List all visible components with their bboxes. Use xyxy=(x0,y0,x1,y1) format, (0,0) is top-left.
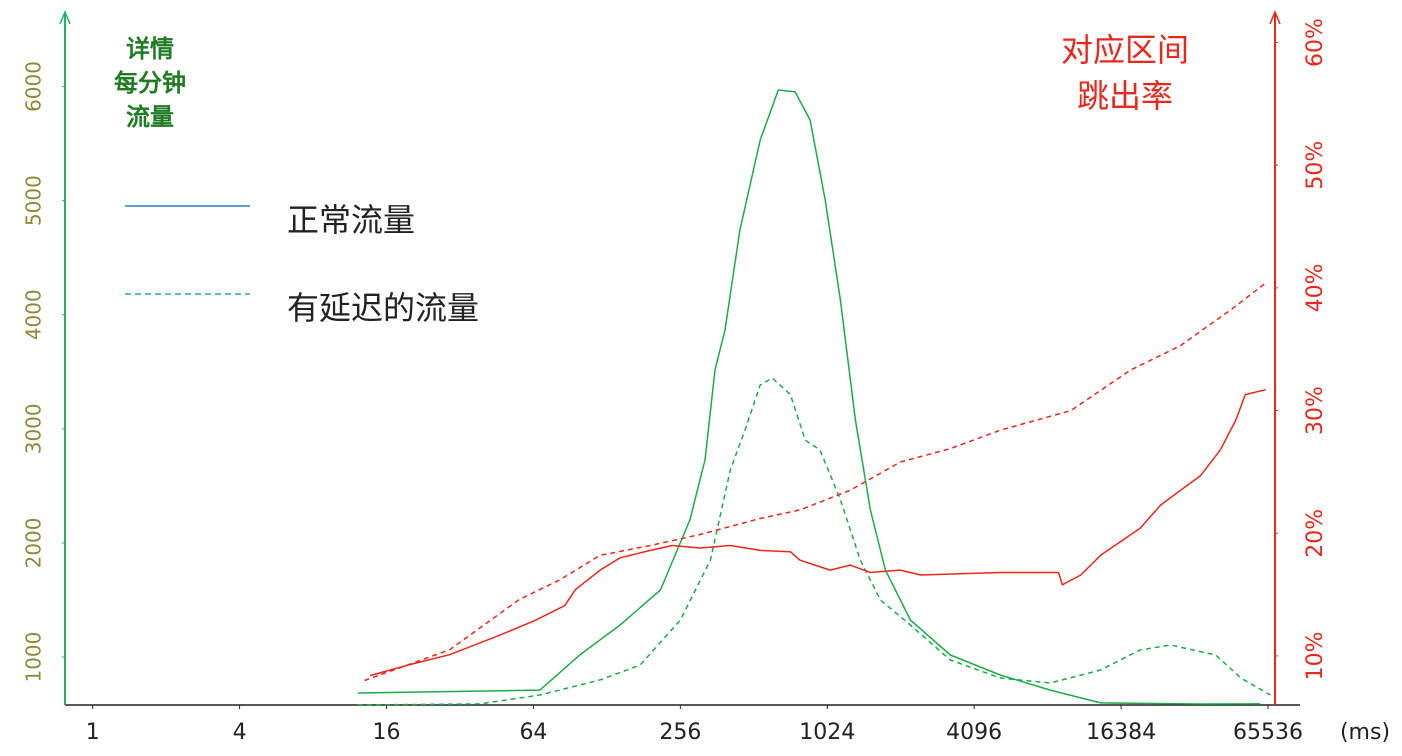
y2-tick-label: 20% xyxy=(1303,509,1328,558)
x-tick-label: 16 xyxy=(373,720,401,745)
x-tick-label: 65536 xyxy=(1233,720,1303,745)
left-axis-title: 每分钟 xyxy=(114,69,186,97)
x-tick-label: 256 xyxy=(659,720,701,745)
y-tick-label: 2000 xyxy=(22,517,46,568)
x-tick-label: 4 xyxy=(233,720,247,745)
x-unit: (ms) xyxy=(1340,720,1390,745)
y-tick-label: 3000 xyxy=(22,403,46,454)
left-axis-title: 流量 xyxy=(126,103,174,131)
series-line xyxy=(357,377,1271,706)
y-tick-label: 4000 xyxy=(22,289,46,340)
left-axis-title: 详情 xyxy=(126,35,174,63)
series-line xyxy=(369,388,1266,677)
right-axis-title: 跳出率 xyxy=(1077,77,1173,115)
x-tick-label: 64 xyxy=(519,720,547,745)
y-axis-arrow xyxy=(59,10,71,25)
y2-tick-label: 60% xyxy=(1303,18,1328,67)
y2-tick-label: 40% xyxy=(1303,263,1328,312)
x-tick-label: 4096 xyxy=(946,720,1002,745)
x-tick-label: 1024 xyxy=(799,720,855,745)
y2-axis-arrow xyxy=(1269,10,1281,25)
legend-label: 有延迟的流量 xyxy=(287,289,479,327)
x-tick-label: 16384 xyxy=(1086,720,1156,745)
series-line xyxy=(357,89,1261,705)
y-tick-label: 1000 xyxy=(22,632,46,683)
series-line xyxy=(364,282,1267,682)
legend-label: 正常流量 xyxy=(287,201,415,239)
x-tick-label: 1 xyxy=(86,720,100,745)
y2-tick-label: 10% xyxy=(1303,631,1328,680)
y2-tick-label: 30% xyxy=(1303,386,1328,435)
right-axis-title: 对应区间 xyxy=(1061,31,1189,69)
y-tick-label: 5000 xyxy=(22,175,46,226)
y-tick-label: 6000 xyxy=(22,61,46,112)
y2-tick-label: 50% xyxy=(1303,141,1328,190)
